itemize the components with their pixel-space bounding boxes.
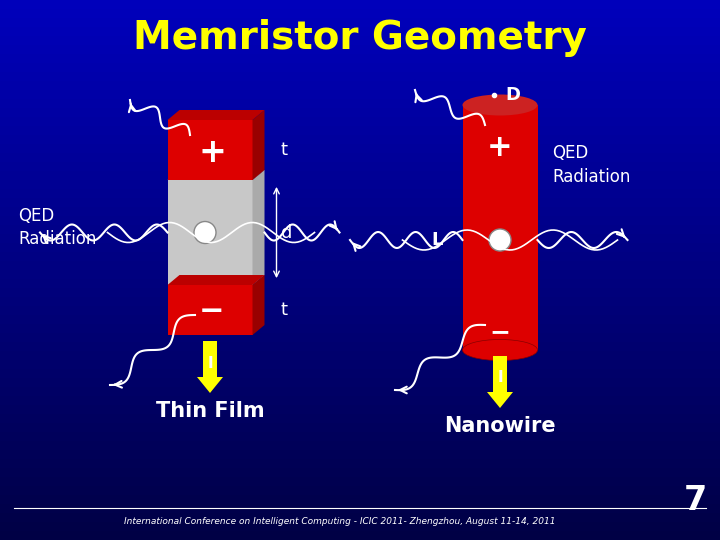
Bar [0, 153, 720, 163]
Text: Nanowire: Nanowire [444, 416, 556, 436]
Text: Memristor Geometry: Memristor Geometry [133, 19, 587, 57]
Bar [0, 333, 720, 343]
Bar [0, 180, 720, 190]
Bar [0, 117, 720, 127]
Bar [0, 432, 720, 442]
Bar [0, 99, 720, 109]
Text: International Conference on Intelligent Computing - ICIC 2011- Zhengzhou, August: International Conference on Intelligent … [125, 517, 556, 526]
Bar [0, 126, 720, 136]
Bar [0, 108, 720, 118]
Bar [462, 105, 538, 350]
Bar [0, 306, 720, 316]
Bar [0, 9, 720, 19]
Bar [0, 369, 720, 379]
Polygon shape [253, 170, 264, 285]
Bar [0, 162, 720, 172]
Bar [0, 342, 720, 352]
Text: D: D [505, 86, 520, 104]
Bar [168, 285, 253, 335]
Text: t: t [281, 141, 287, 159]
Bar [0, 81, 720, 91]
Text: −: − [199, 298, 225, 327]
Ellipse shape [462, 340, 538, 361]
Text: I: I [207, 355, 213, 370]
Bar [0, 36, 720, 46]
Text: d: d [281, 224, 292, 241]
Bar [0, 270, 720, 280]
Bar [0, 18, 720, 28]
Polygon shape [168, 110, 264, 120]
Text: −: − [490, 321, 510, 345]
Text: t: t [281, 301, 287, 319]
Bar [0, 144, 720, 154]
Text: QED
Radiation: QED Radiation [552, 144, 631, 186]
Bar [0, 441, 720, 451]
Bar [0, 135, 720, 145]
Text: +: + [487, 133, 513, 163]
Bar [0, 387, 720, 397]
Bar [0, 225, 720, 235]
Text: 7: 7 [683, 483, 706, 516]
Text: Thin Film: Thin Film [156, 401, 264, 421]
Bar [0, 297, 720, 307]
Bar [0, 261, 720, 271]
Bar [0, 288, 720, 298]
Bar [0, 468, 720, 478]
FancyArrow shape [487, 356, 513, 408]
Bar [0, 459, 720, 469]
Text: I: I [498, 369, 503, 384]
Bar [0, 54, 720, 64]
Bar [0, 315, 720, 325]
Bar [0, 504, 720, 514]
Bar [0, 378, 720, 388]
Bar [0, 234, 720, 244]
Polygon shape [168, 170, 264, 180]
Bar [0, 252, 720, 262]
Bar [0, 405, 720, 415]
Ellipse shape [489, 229, 511, 251]
Text: L: L [431, 231, 443, 249]
Bar [0, 63, 720, 73]
Bar [0, 189, 720, 199]
Bar [0, 198, 720, 208]
Bar [0, 243, 720, 253]
Bar [0, 531, 720, 540]
Bar [0, 423, 720, 433]
Bar [0, 495, 720, 505]
Bar [0, 396, 720, 406]
Bar [0, 324, 720, 334]
Bar [168, 120, 253, 180]
Bar [0, 360, 720, 370]
Bar [0, 279, 720, 289]
Text: +: + [198, 136, 226, 168]
Bar [168, 180, 253, 285]
Bar [0, 477, 720, 487]
Bar [0, 513, 720, 523]
Bar [0, 522, 720, 532]
Polygon shape [253, 110, 264, 180]
Bar [0, 450, 720, 460]
Bar [0, 351, 720, 361]
Bar [0, 45, 720, 55]
Bar [0, 27, 720, 37]
Bar [0, 216, 720, 226]
Bar [0, 0, 720, 10]
FancyArrow shape [197, 341, 223, 393]
Bar [0, 414, 720, 424]
Text: QED
Radiation: QED Radiation [18, 207, 96, 248]
Polygon shape [253, 275, 264, 335]
Bar [0, 72, 720, 82]
Bar [0, 486, 720, 496]
Ellipse shape [194, 221, 216, 244]
Bar [0, 171, 720, 181]
Bar [0, 90, 720, 100]
Bar [0, 207, 720, 217]
Ellipse shape [462, 94, 538, 116]
Polygon shape [168, 275, 264, 285]
